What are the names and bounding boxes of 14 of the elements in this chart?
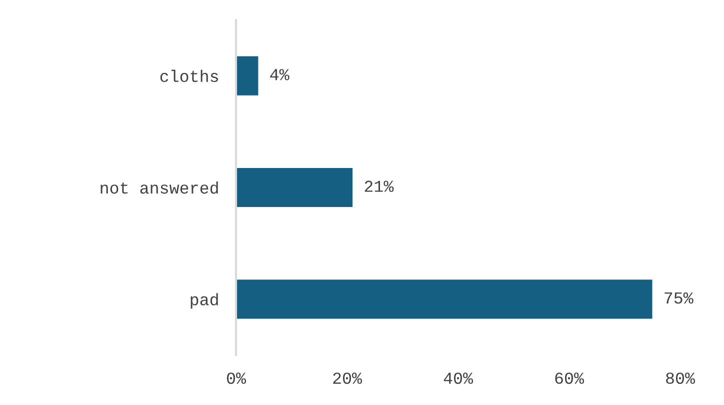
- data-label: 75%: [664, 292, 694, 304]
- data-label: 4%: [270, 69, 290, 80]
- x-tick-label: 0%: [227, 372, 246, 384]
- data-label: 21%: [364, 180, 394, 192]
- x-tick-label: 40%: [444, 372, 474, 384]
- x-tick-label: 80%: [666, 372, 696, 384]
- x-tick-label: 20%: [333, 372, 362, 384]
- bar: [236, 280, 652, 319]
- y-tick-label: pad: [190, 293, 218, 309]
- x-tick-label: 60%: [555, 372, 584, 384]
- y-tick-label: cloths: [160, 70, 218, 82]
- y-tick-label: not answered: [100, 181, 218, 194]
- bar: [236, 56, 258, 96]
- bar: [236, 168, 353, 208]
